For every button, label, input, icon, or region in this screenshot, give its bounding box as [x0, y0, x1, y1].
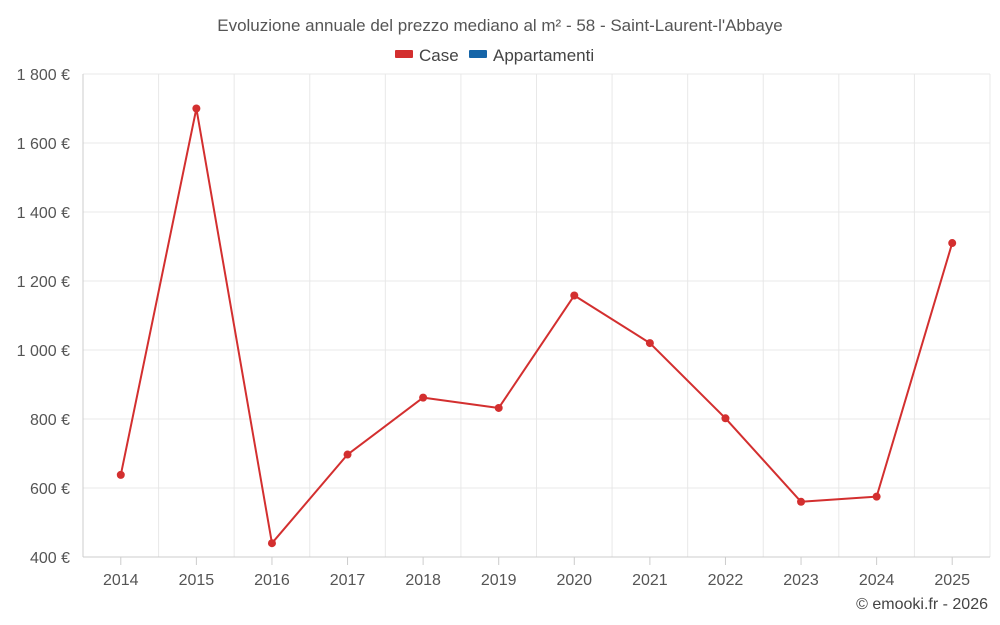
x-tick-label: 2015: [179, 572, 215, 589]
chart-title: Evoluzione annuale del prezzo mediano al…: [217, 16, 783, 35]
legend-swatch-appartamenti: [469, 50, 487, 58]
data-point-case-2017[interactable]: [343, 450, 352, 459]
series-layer: [116, 104, 957, 548]
credit-text: © emooki.fr - 2026: [856, 596, 988, 613]
grid: [83, 73, 991, 557]
data-point-case-2015[interactable]: [192, 104, 201, 113]
x-tick-label: 2018: [405, 572, 441, 589]
data-point-case-2021[interactable]: [645, 339, 654, 348]
x-axis-ticks: 2014 2015 2016 2017 2018 2019 2020 2021 2022 2023…: [103, 557, 970, 589]
y-tick-label: 1 000 €: [17, 343, 70, 360]
x-tick-label: 2024: [859, 572, 895, 589]
axes: [82, 74, 990, 558]
x-tick-label: 2017: [330, 572, 366, 589]
y-axis-ticks: 400 € 600 € 800 € 1 000 € 1 200 € 1 400 € 1 60…: [17, 67, 70, 567]
data-point-case-2014[interactable]: [116, 470, 125, 479]
legend-label-case: Case: [419, 46, 459, 65]
y-tick-label: 400 €: [30, 550, 70, 567]
legend-item-appartamenti[interactable]: Appartamenti: [469, 46, 594, 65]
x-tick-label: 2019: [481, 572, 517, 589]
y-tick-label: 1 600 €: [17, 136, 70, 153]
x-tick-label: 2020: [556, 572, 592, 589]
data-point-case-2020[interactable]: [570, 291, 579, 300]
legend-label-appartamenti: Appartamenti: [493, 46, 594, 65]
legend-swatch-case: [395, 50, 413, 58]
data-point-case-2025[interactable]: [948, 239, 957, 248]
legend-item-case[interactable]: Case: [395, 46, 459, 65]
data-point-case-2023[interactable]: [797, 497, 806, 506]
y-tick-label: 1 400 €: [17, 205, 70, 222]
data-point-case-2016[interactable]: [267, 539, 276, 548]
x-tick-label: 2021: [632, 572, 668, 589]
data-point-case-2022[interactable]: [721, 414, 730, 423]
x-tick-label: 2014: [103, 572, 139, 589]
data-point-case-2019[interactable]: [494, 403, 503, 412]
x-tick-label: 2016: [254, 572, 290, 589]
x-tick-label: 2023: [783, 572, 819, 589]
series-line-case: [119, 107, 954, 545]
x-tick-label: 2025: [934, 572, 970, 589]
y-tick-label: 1 800 €: [17, 67, 70, 84]
y-tick-label: 800 €: [30, 412, 70, 429]
y-tick-label: 1 200 €: [17, 274, 70, 291]
legend: Case Appartamenti: [395, 46, 594, 65]
x-tick-label: 2022: [708, 572, 744, 589]
data-point-case-2018[interactable]: [419, 393, 428, 402]
y-tick-label: 600 €: [30, 481, 70, 498]
data-point-case-2024[interactable]: [872, 492, 881, 501]
